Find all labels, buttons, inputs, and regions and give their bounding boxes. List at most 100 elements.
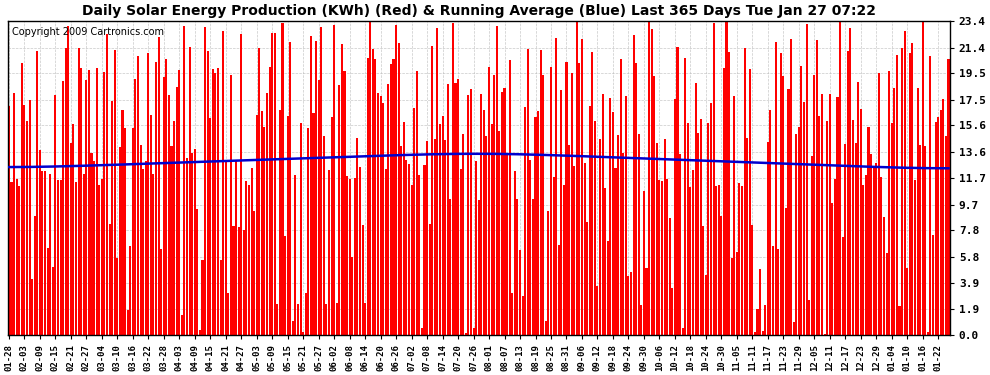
Bar <box>137 56 139 335</box>
Bar <box>734 96 736 335</box>
Bar <box>323 136 325 335</box>
Bar <box>878 74 880 335</box>
Bar <box>75 182 77 335</box>
Bar <box>824 334 826 335</box>
Bar <box>127 310 129 335</box>
Bar <box>829 94 831 335</box>
Bar <box>238 226 240 335</box>
Bar <box>50 174 51 335</box>
Bar <box>772 246 774 335</box>
Bar <box>173 121 175 335</box>
Bar <box>650 28 652 335</box>
Bar <box>708 123 710 335</box>
Bar <box>305 292 307 335</box>
Bar <box>710 103 712 335</box>
Bar <box>395 25 397 335</box>
Bar <box>470 89 472 335</box>
Bar <box>854 143 856 335</box>
Bar <box>374 59 376 335</box>
Bar <box>751 225 753 335</box>
Bar <box>731 258 733 335</box>
Bar <box>70 143 72 335</box>
Bar <box>250 168 252 335</box>
Bar <box>668 218 671 335</box>
Bar <box>356 138 358 335</box>
Bar <box>372 49 374 335</box>
Bar <box>276 304 278 335</box>
Bar <box>596 286 599 335</box>
Bar <box>268 67 270 335</box>
Bar <box>302 332 304 335</box>
Bar <box>537 111 540 335</box>
Bar <box>813 75 816 335</box>
Bar <box>891 123 893 335</box>
Bar <box>419 175 421 335</box>
Bar <box>467 95 469 335</box>
Bar <box>748 69 750 335</box>
Bar <box>917 88 919 335</box>
Bar <box>246 181 248 335</box>
Bar <box>544 321 546 335</box>
Bar <box>364 303 366 335</box>
Bar <box>803 102 805 335</box>
Bar <box>524 107 527 335</box>
Bar <box>927 332 929 335</box>
Bar <box>398 44 400 335</box>
Bar <box>77 48 79 335</box>
Bar <box>29 100 31 335</box>
Bar <box>912 43 914 335</box>
Bar <box>241 34 243 335</box>
Bar <box>413 108 415 335</box>
Bar <box>320 27 323 335</box>
Bar <box>294 175 296 335</box>
Bar <box>59 180 61 335</box>
Bar <box>846 51 848 335</box>
Bar <box>552 177 554 335</box>
Bar <box>366 58 368 335</box>
Bar <box>522 296 524 335</box>
Bar <box>806 24 808 335</box>
Bar <box>411 185 413 335</box>
Bar <box>157 37 159 335</box>
Bar <box>377 93 379 335</box>
Bar <box>705 275 707 335</box>
Title: Daily Solar Energy Production (KWh) (Red) & Running Average (Blue) Last 365 Days: Daily Solar Energy Production (KWh) (Red… <box>82 4 876 18</box>
Bar <box>318 80 320 335</box>
Bar <box>594 121 596 335</box>
Bar <box>875 163 877 335</box>
Bar <box>426 141 428 335</box>
Bar <box>255 115 257 335</box>
Bar <box>170 146 172 335</box>
Bar <box>233 226 235 335</box>
Bar <box>385 169 387 335</box>
Bar <box>51 267 53 335</box>
Bar <box>506 155 508 335</box>
Bar <box>944 136 947 335</box>
Bar <box>819 116 821 335</box>
Bar <box>47 248 49 335</box>
Bar <box>591 52 593 335</box>
Bar <box>483 110 485 335</box>
Bar <box>212 69 214 335</box>
Bar <box>636 63 638 335</box>
Bar <box>361 225 363 335</box>
Bar <box>834 179 836 335</box>
Bar <box>281 23 283 335</box>
Bar <box>728 52 731 335</box>
Bar <box>930 56 932 335</box>
Bar <box>604 189 606 335</box>
Bar <box>284 237 286 335</box>
Bar <box>901 48 903 335</box>
Bar <box>870 154 872 335</box>
Bar <box>39 150 41 335</box>
Bar <box>421 328 423 335</box>
Bar <box>599 139 601 335</box>
Bar <box>940 110 941 335</box>
Bar <box>607 241 609 335</box>
Bar <box>24 105 26 335</box>
Bar <box>899 306 901 335</box>
Bar <box>509 60 511 335</box>
Bar <box>260 111 263 335</box>
Bar <box>718 185 720 335</box>
Bar <box>274 33 276 335</box>
